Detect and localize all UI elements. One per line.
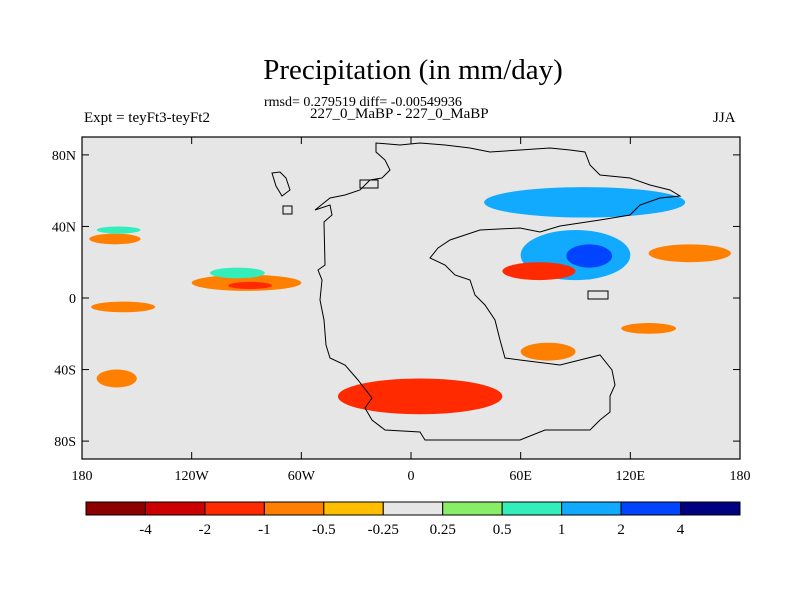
anomaly-east-asia-core (566, 244, 613, 268)
y-tick-label: 40S (54, 364, 76, 379)
colorbar: -4 -2 -1 -0.5 -0.25 0.25 0.5 1 2 4 (85, 501, 741, 538)
anomaly-north-pacific-band (89, 233, 141, 245)
anomaly-north-pacific-deficit (648, 244, 731, 263)
colorbar-label: -2 (199, 522, 212, 538)
colorbar-segment (442, 501, 503, 516)
axes: 180 120W 60W 0 60E 120E 180 80N 40N 0 40S 80S (52, 136, 751, 484)
colorbar-label: -0.5 (312, 522, 336, 538)
y-tick-label: 80N (52, 149, 76, 164)
anomaly-south-pacific-band (91, 301, 156, 313)
colorbar-label: 1 (558, 522, 566, 538)
continent-outlines (271, 142, 682, 441)
x-tick-label: 120E (616, 469, 646, 484)
colorbar-segment (382, 501, 444, 516)
colorbar-segment (263, 501, 325, 516)
anomaly-south-indian-deficit (621, 323, 677, 334)
season-label: JJA (713, 110, 736, 126)
y-tick-label: 0 (69, 292, 76, 307)
colorbar-label: 0.25 (430, 522, 456, 538)
colorbar-label: -4 (139, 522, 152, 538)
anomaly-tropical-pacific-core (228, 281, 273, 290)
anomaly-tropical-pacific-positive (209, 267, 265, 279)
x-tick-label: 180 (730, 469, 751, 484)
colorbar-label: -0.25 (368, 522, 399, 538)
rmsd-diff-stats: rmsd= 0.279519 diff= -0.00549936 (264, 95, 462, 110)
colorbar-segment (561, 501, 622, 516)
x-tick-label: 0 (408, 469, 415, 484)
colorbar-segment (680, 501, 741, 516)
coastline-island-east (587, 290, 609, 300)
anomaly-southern-ocean-band (337, 378, 503, 415)
colorbar-segment (323, 501, 384, 516)
x-tick-label: 120W (175, 469, 210, 484)
experiment-label: Expt = teyFt3-teyFt2 (84, 110, 210, 126)
experiment-subtitle: 227_0_MaBP - 227_0_MaBP (310, 106, 489, 122)
colorbar-segment (204, 501, 265, 516)
colorbar-segment (501, 501, 563, 516)
colorbar-label: -1 (258, 522, 271, 538)
precipitation-field (89, 187, 731, 415)
x-tick-label: 60W (288, 469, 316, 484)
coastline-island-arctic (359, 179, 379, 189)
coastline-iceland (282, 205, 293, 215)
colorbar-segment (85, 501, 146, 516)
colorbar-label: 0.5 (493, 522, 512, 538)
y-tick-label: 80S (54, 435, 76, 450)
x-tick-label: 60E (509, 469, 532, 484)
colorbar-segment (144, 501, 206, 516)
anomaly-north-pacific-band-positive (96, 226, 141, 234)
coastline-greenland (271, 171, 291, 197)
anomaly-southeast-asia-deficit (502, 262, 576, 281)
colorbar-label: 2 (617, 522, 625, 538)
anomaly-south-indian-band (520, 342, 576, 361)
x-tick-label: 180 (72, 469, 93, 484)
anomaly-southeast-pacific (96, 369, 137, 388)
chart-title: Precipitation (in mm/day) (263, 54, 563, 86)
colorbar-label: 4 (677, 522, 685, 538)
y-tick-label: 40N (52, 220, 76, 235)
colorbar-segment (620, 501, 682, 516)
anomaly-siberia-band (484, 187, 686, 218)
coastline-north-america (314, 142, 682, 441)
